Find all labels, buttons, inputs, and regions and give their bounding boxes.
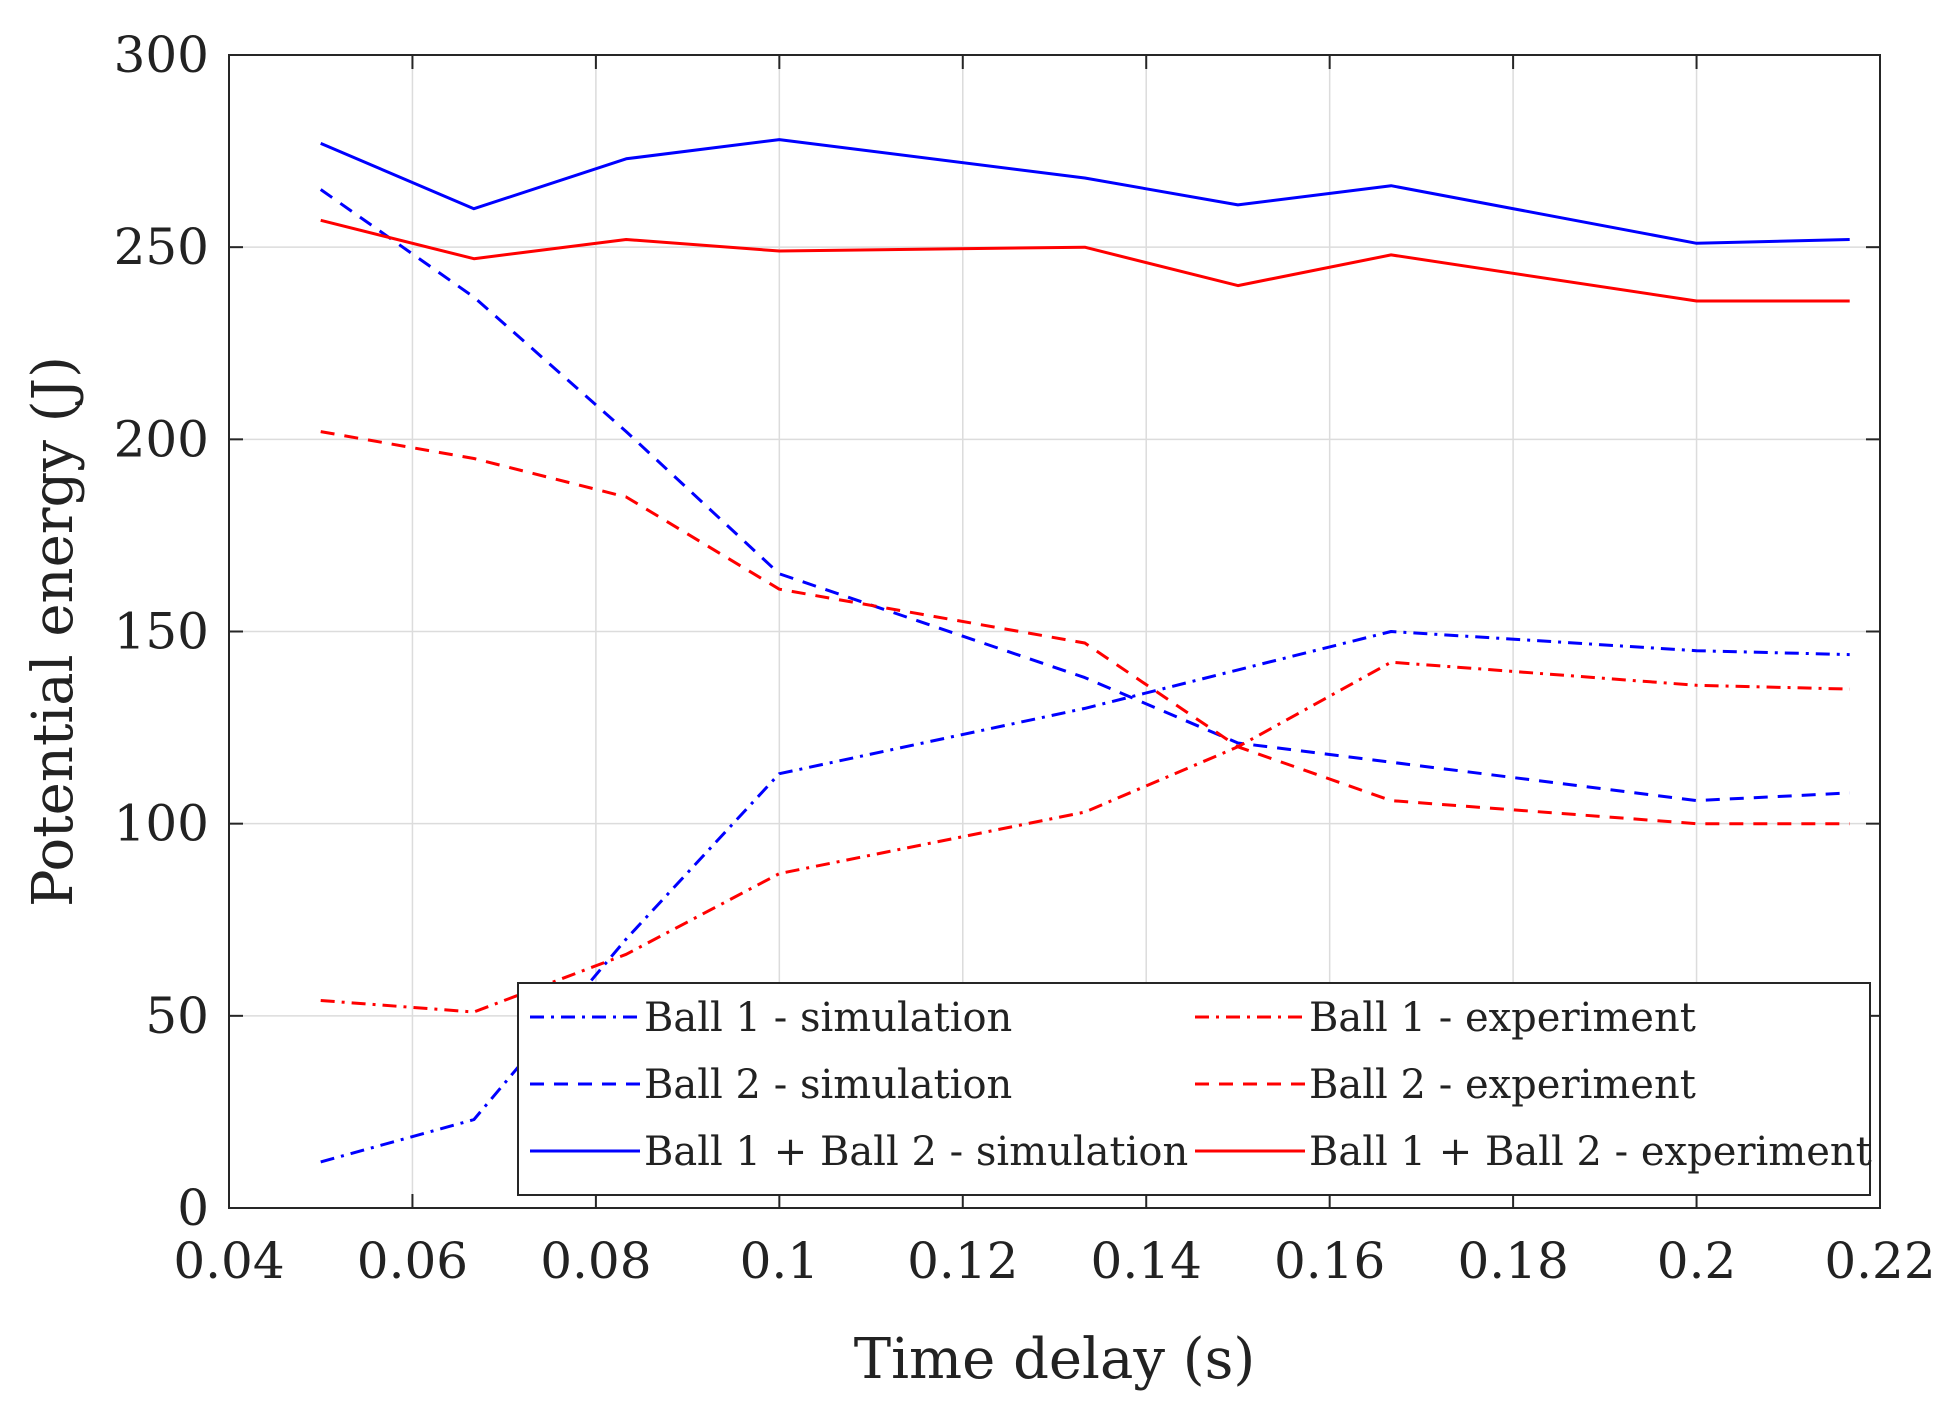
y-tick-label: 50 [145,987,209,1045]
y-tick-label: 150 [114,603,209,661]
series-line-2 [319,188,1850,803]
series-line-3 [320,138,1850,245]
series-line-1 [320,630,1850,1164]
x-tick-label: 0.16 [1274,1232,1385,1290]
legend-label-2: Ball 2 - simulation [644,1062,1012,1108]
series-line-6 [320,218,1850,303]
x-tick-label: 0.18 [1457,1232,1568,1290]
y-axis-label: Potential energy (J) [21,356,86,907]
legend-label-1: Ball 1 - simulation [644,995,1012,1041]
y-tick-label: 200 [114,410,209,468]
axis-ticks: 0.04 0.06 0.08 0.1 0.12 0.14 0.16 0.18 0.2 0.22 0 5… [114,26,1936,1290]
series-line-5 [320,430,1850,826]
legend-label-6: Ball 1 + Ball 2 - experiment [1309,1129,1872,1175]
legend-box [517,982,1871,1196]
y-tick-label: 0 [177,1179,209,1237]
x-tick-label: 0.14 [1091,1232,1202,1290]
legend-label-4: Ball 1 - experiment [1309,995,1696,1041]
x-tick-label: 0.04 [173,1232,284,1290]
legend: Ball 1 - simulation Ball 2 - simulation Ba… [517,982,1872,1196]
x-axis-label: Time delay (s) [854,1327,1255,1392]
x-tick-label: 0.1 [740,1232,820,1290]
x-tick-label: 0.06 [357,1232,468,1290]
x-tick-label: 0.22 [1824,1232,1935,1290]
x-tick-label: 0.12 [907,1232,1018,1290]
legend-label-5: Ball 2 - experiment [1309,1062,1696,1108]
x-tick-label: 0.08 [540,1232,651,1290]
legend-label-3: Ball 1 + Ball 2 - simulation [644,1129,1188,1175]
x-tick-label: 0.2 [1657,1232,1737,1290]
y-tick-label: 300 [114,26,209,84]
y-tick-label: 250 [114,218,209,276]
series-line-4 [320,660,1850,1014]
series-lines [319,138,1850,1164]
y-tick-label: 100 [114,795,209,853]
